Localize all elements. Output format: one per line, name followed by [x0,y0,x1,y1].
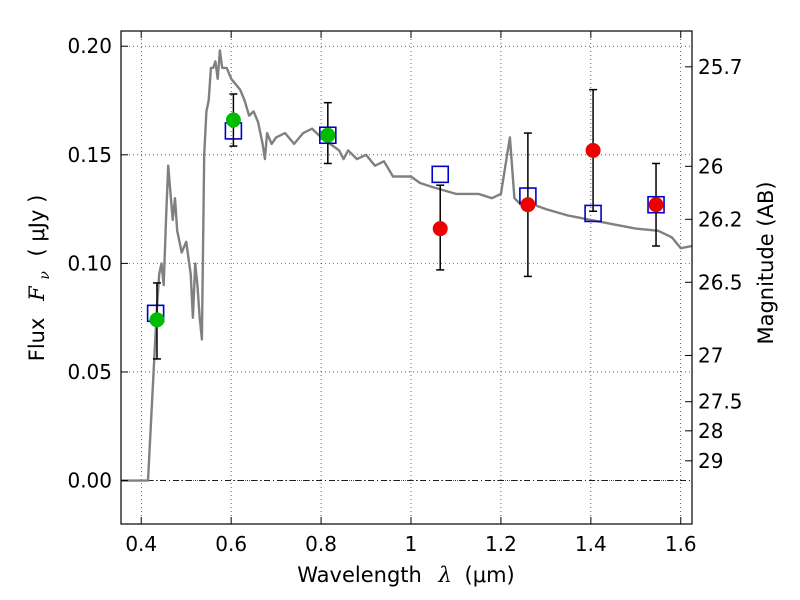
y-axis-ticks: 0.00 0.05 0.10 0.15 0.20 [67,34,128,493]
observed-point [585,142,601,158]
y-tick-label: 0.05 [67,360,112,384]
y2-tick-label: 26.2 [698,207,743,231]
x-axis-title-text: Wavelength [297,563,422,587]
x-tick-label: 1.6 [665,532,697,556]
x-tick-label: 0.4 [125,532,157,556]
y-tick-label: 0.15 [67,143,112,167]
y2-tick-label: 26 [698,154,723,178]
y-axis-title-text: Flux [25,318,49,362]
x-axis-ticks: 0.4 0.6 0.8 1 1.2 1.4 1.6 [125,31,697,556]
model-sed-line [121,49,693,482]
observed-point [149,312,165,328]
y-axis-title-subscript: ν [37,271,53,280]
y2-tick-label: 27 [698,343,723,367]
y2-tick-label: 27.5 [698,390,743,414]
y2-tick-label: 29 [698,449,723,473]
observed-point [432,221,448,237]
x-axis-title-unit: (μm) [465,563,515,587]
observed-point [520,197,536,213]
y-axis-title: Flux F ν ( μJy ) [25,195,54,362]
x-tick-label: 0.8 [305,532,337,556]
x-axis-title: Wavelength λ (μm) [297,563,514,587]
data-series [121,49,693,482]
y-axis-title-symbol: F [25,285,49,302]
x-tick-label: 0.6 [215,532,247,556]
x-tick-label: 1.2 [485,532,517,556]
observed-point [320,127,336,143]
y2-tick-label: 25.7 [698,55,743,79]
y-axis-title-unit: ( μJy ) [25,195,49,257]
y-tick-label: 0.10 [67,251,112,275]
y-tick-label: 0.20 [67,34,112,58]
x-tick-label: 1 [405,532,418,556]
y2-tick-label: 26.5 [698,270,743,294]
y2-tick-label: 28 [698,419,723,443]
y2-axis-ticks: 25.7 26 26.2 26.5 27 27.5 28 29 [685,55,743,473]
observed-point [648,197,664,213]
model-photometry-square [431,165,450,184]
x-axis-title-symbol: λ [438,563,452,587]
y-tick-label: 0.00 [67,469,112,493]
x-tick-label: 1.4 [575,532,607,556]
plot-frame [120,30,693,525]
y2-axis-title: Magnitude (AB) [754,181,778,344]
observed-point [225,112,241,128]
